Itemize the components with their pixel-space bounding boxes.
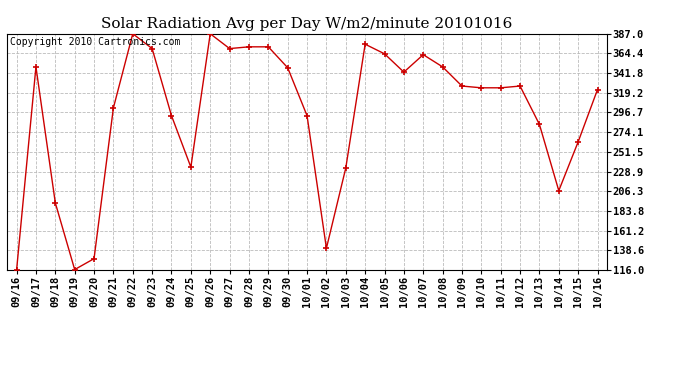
Text: Copyright 2010 Cartronics.com: Copyright 2010 Cartronics.com [10, 37, 180, 47]
Title: Solar Radiation Avg per Day W/m2/minute 20101016: Solar Radiation Avg per Day W/m2/minute … [101, 17, 513, 31]
